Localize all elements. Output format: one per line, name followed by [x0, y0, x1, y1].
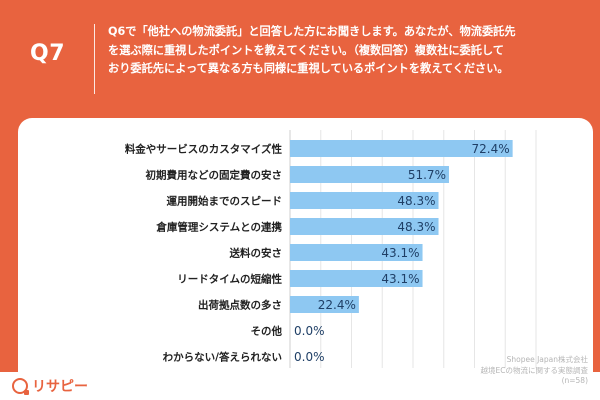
bar: [290, 218, 439, 235]
data-label: 43.1%: [381, 272, 419, 286]
data-label: 51.7%: [408, 168, 446, 182]
question-number: Q7: [30, 41, 66, 66]
category-label: リードタイムの短縮性: [177, 273, 282, 286]
source-survey: 越境ECの物流に関する実態調査: [480, 365, 588, 375]
footer: [0, 372, 600, 400]
data-label: 43.1%: [381, 246, 419, 260]
bar: [290, 140, 513, 157]
bar: [290, 270, 423, 287]
search-icon: [12, 378, 29, 395]
category-label: 出荷拠点数の多さ: [198, 299, 282, 312]
category-label: 運用開始までのスピード: [167, 195, 283, 208]
question-line: Q6で「他社への物流委託」と回答した方にお聞きします。あなたが、物流委託先: [108, 25, 516, 38]
bar: [290, 192, 439, 209]
brand-name: リサピー: [32, 379, 88, 395]
source-note: Shopee Japan株式会社 越境ECの物流に関する実態調査 (n=58): [481, 355, 588, 387]
bar: [290, 166, 449, 183]
brand-logo: リサピー: [12, 377, 88, 395]
data-label: 72.4%: [472, 142, 510, 156]
question-text: Q6で「他社への物流委託」と回答した方にお聞きします。あなたが、物流委託先 を選…: [108, 23, 578, 79]
question-header: Q7 Q6で「他社への物流委託」と回答した方にお聞きします。あなたが、物流委託先…: [0, 0, 600, 118]
category-label: 初期費用などの固定費の安さ: [146, 169, 283, 182]
data-label: 22.4%: [318, 298, 356, 312]
category-label: 送料の安さ: [229, 247, 283, 260]
question-line: を選ぶ際に重視したポイントを教えてください。（複数回答）複数社に委託して: [108, 43, 504, 57]
question-line: おり委託先によって異なる方も同様に重視しているポイントを教えてください。: [108, 62, 509, 75]
data-label: 0.0%: [294, 324, 325, 338]
data-label: 48.3%: [397, 220, 435, 234]
data-label: 48.3%: [397, 194, 435, 208]
source-sample: (n=58): [561, 376, 588, 385]
data-label: 0.0%: [294, 350, 325, 364]
category-label: その他: [251, 325, 283, 338]
bar: [290, 296, 359, 313]
bar: [290, 244, 423, 261]
source-company: Shopee Japan株式会社: [506, 355, 588, 364]
category-label: 倉庫管理システムとの連携: [155, 221, 282, 234]
category-label: 料金やサービスのカスタマイズ性: [125, 143, 283, 156]
category-label: わからない/答えられない: [163, 351, 282, 364]
header-divider: [94, 24, 95, 94]
